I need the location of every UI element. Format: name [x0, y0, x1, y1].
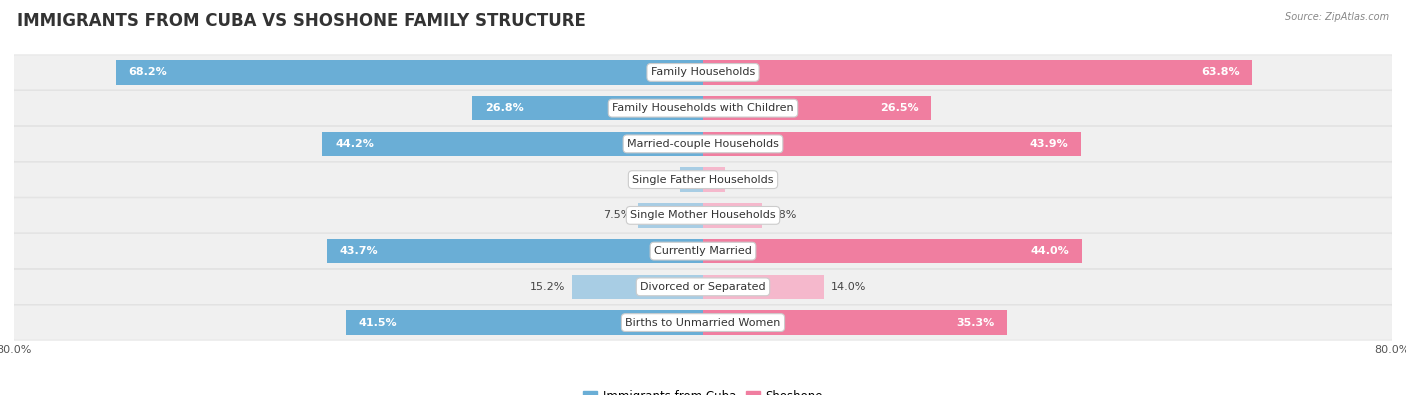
- Bar: [703, 203, 762, 228]
- Text: Single Father Households: Single Father Households: [633, 175, 773, 184]
- Text: 7.5%: 7.5%: [603, 211, 631, 220]
- Bar: [703, 275, 824, 299]
- Bar: [115, 60, 703, 85]
- Bar: [326, 239, 703, 263]
- Bar: [703, 310, 1007, 335]
- Text: Family Households: Family Households: [651, 68, 755, 77]
- Text: Source: ZipAtlas.com: Source: ZipAtlas.com: [1285, 12, 1389, 22]
- Text: 43.7%: 43.7%: [340, 246, 378, 256]
- Text: 44.0%: 44.0%: [1031, 246, 1069, 256]
- Text: 63.8%: 63.8%: [1201, 68, 1240, 77]
- Text: 41.5%: 41.5%: [359, 318, 396, 327]
- Text: Married-couple Households: Married-couple Households: [627, 139, 779, 149]
- Bar: [703, 239, 1083, 263]
- Text: 14.0%: 14.0%: [831, 282, 866, 292]
- FancyBboxPatch shape: [14, 305, 1392, 340]
- FancyBboxPatch shape: [14, 233, 1392, 269]
- Text: IMMIGRANTS FROM CUBA VS SHOSHONE FAMILY STRUCTURE: IMMIGRANTS FROM CUBA VS SHOSHONE FAMILY …: [17, 12, 586, 30]
- Text: 26.8%: 26.8%: [485, 103, 524, 113]
- Text: 80.0%: 80.0%: [1374, 345, 1406, 355]
- Text: 80.0%: 80.0%: [0, 345, 32, 355]
- Text: 2.6%: 2.6%: [733, 175, 761, 184]
- Bar: [346, 310, 703, 335]
- Text: 35.3%: 35.3%: [956, 318, 994, 327]
- Legend: Immigrants from Cuba, Shoshone: Immigrants from Cuba, Shoshone: [578, 385, 828, 395]
- Bar: [322, 132, 703, 156]
- Text: 44.2%: 44.2%: [335, 139, 374, 149]
- Text: 43.9%: 43.9%: [1029, 139, 1069, 149]
- FancyBboxPatch shape: [14, 55, 1392, 90]
- Text: Family Households with Children: Family Households with Children: [612, 103, 794, 113]
- Bar: [703, 96, 931, 120]
- Bar: [472, 96, 703, 120]
- Bar: [679, 167, 703, 192]
- Bar: [703, 60, 1253, 85]
- Text: 2.7%: 2.7%: [644, 175, 673, 184]
- Text: 26.5%: 26.5%: [880, 103, 918, 113]
- FancyBboxPatch shape: [14, 269, 1392, 305]
- Bar: [638, 203, 703, 228]
- FancyBboxPatch shape: [14, 198, 1392, 233]
- Text: Single Mother Households: Single Mother Households: [630, 211, 776, 220]
- Bar: [703, 167, 725, 192]
- Text: Divorced or Separated: Divorced or Separated: [640, 282, 766, 292]
- FancyBboxPatch shape: [14, 90, 1392, 126]
- Bar: [703, 132, 1081, 156]
- Text: 15.2%: 15.2%: [530, 282, 565, 292]
- Text: 6.8%: 6.8%: [769, 211, 797, 220]
- FancyBboxPatch shape: [14, 162, 1392, 197]
- Text: 68.2%: 68.2%: [128, 68, 167, 77]
- Text: Births to Unmarried Women: Births to Unmarried Women: [626, 318, 780, 327]
- Bar: [572, 275, 703, 299]
- Text: Currently Married: Currently Married: [654, 246, 752, 256]
- FancyBboxPatch shape: [14, 126, 1392, 162]
